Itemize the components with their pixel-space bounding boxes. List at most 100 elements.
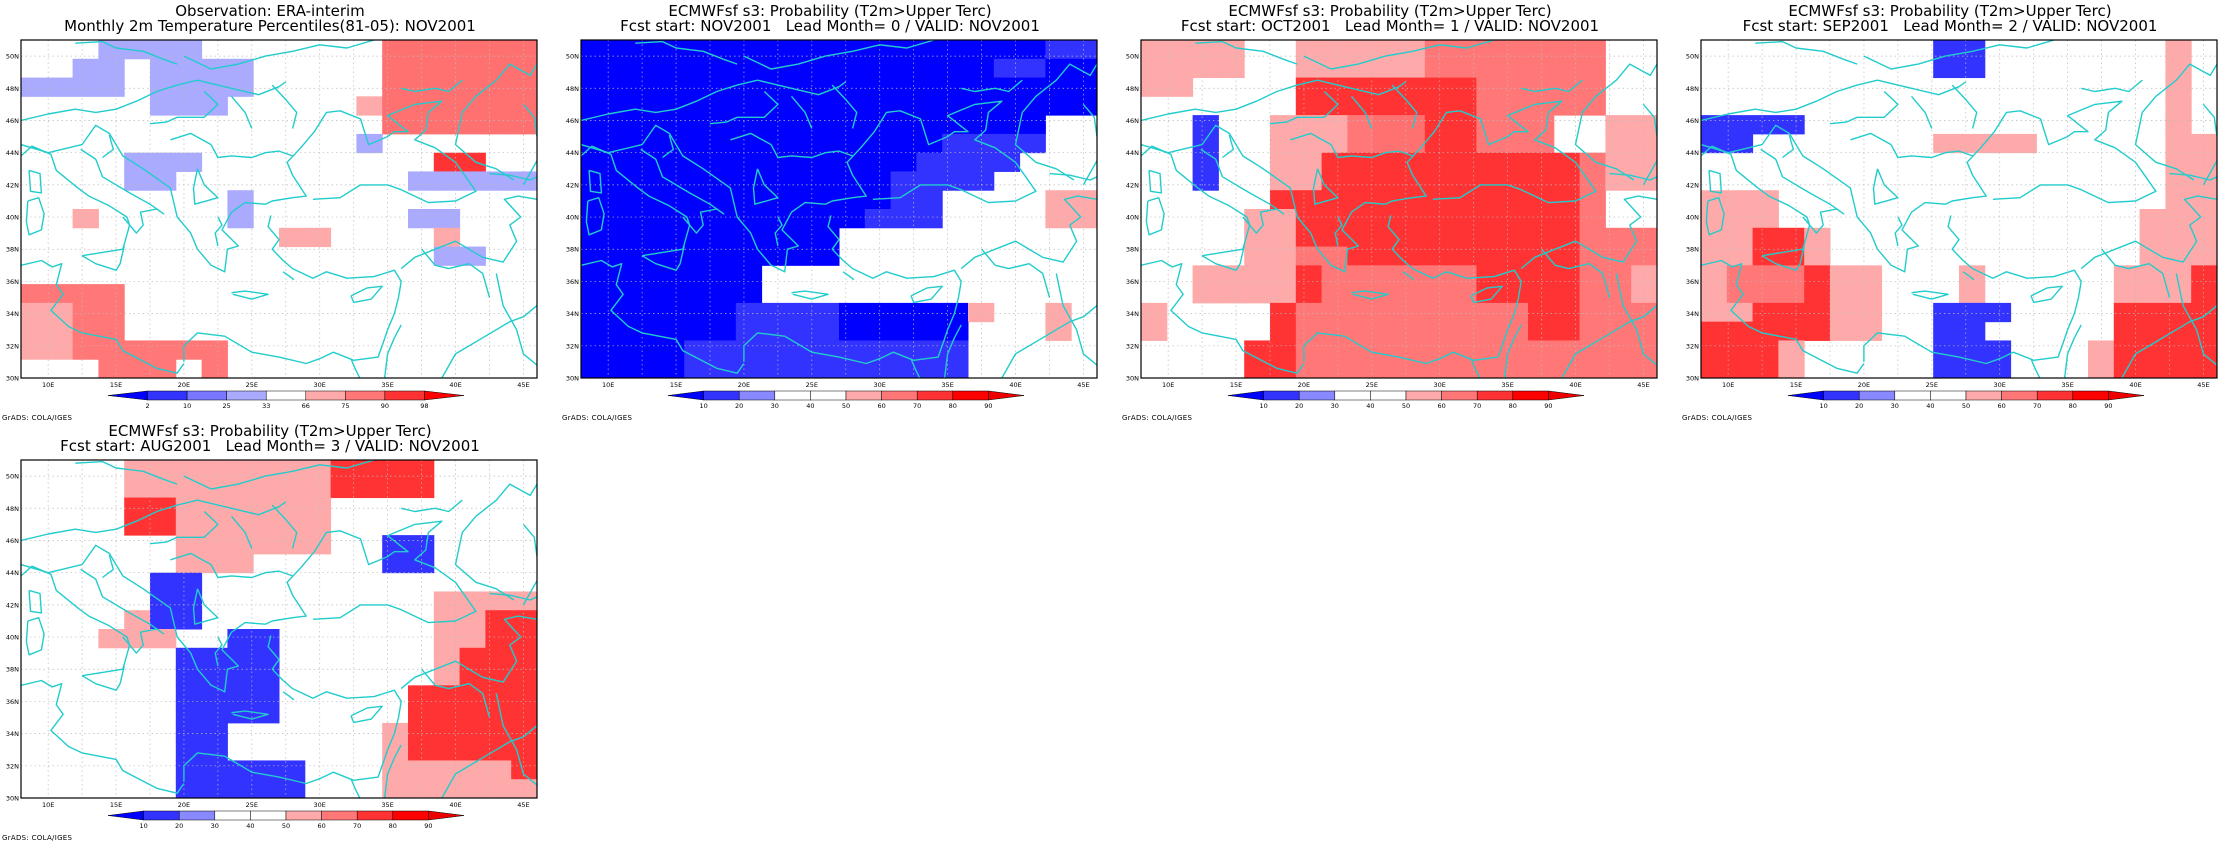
colorbar-label: 50 (1402, 402, 1410, 410)
field-cell (581, 302, 608, 323)
lon-label: 45E (517, 801, 529, 809)
field-cell (1804, 284, 1831, 304)
lat-label: 34N (6, 730, 19, 738)
field-cell (581, 321, 608, 341)
coastline (1470, 285, 1503, 304)
lat-label: 42N (1126, 181, 1139, 189)
field-cell (1631, 115, 1658, 135)
field-cell (968, 302, 995, 323)
field-cell (2165, 265, 2192, 285)
field-cell (150, 591, 177, 611)
field-cell (658, 265, 685, 285)
field-cell (735, 40, 763, 60)
coastline (1642, 103, 1657, 137)
colorbar-label: 80 (389, 822, 397, 830)
field-cell (968, 58, 995, 79)
coastline (21, 100, 477, 273)
field-cell (710, 227, 737, 248)
field-cell (485, 40, 512, 60)
field-cell (1933, 302, 1960, 323)
coastline (581, 100, 1037, 273)
field-cell (1933, 359, 1960, 379)
lat-label: 32N (6, 342, 19, 350)
colorbar-swatch (1512, 390, 1549, 401)
field-cell (1373, 209, 1400, 229)
colorbar-label: 10 (183, 402, 191, 410)
colorbar-label: 98 (420, 402, 428, 410)
field-cell (175, 741, 203, 761)
field-cell (1476, 115, 1503, 135)
field-cell (304, 516, 332, 536)
field-cell (72, 284, 99, 304)
field-cell (606, 77, 634, 97)
field-cell (1244, 359, 1271, 379)
field-cell (1553, 284, 1581, 304)
lat-label: 50N (1126, 53, 1139, 61)
field-cell (46, 340, 74, 360)
lat-label: 44N (1126, 149, 1139, 157)
field-cell (1752, 359, 1779, 379)
field-cell (1347, 359, 1374, 379)
field-cell (710, 359, 737, 379)
coastline (2030, 358, 2041, 378)
colorbar-swatch (186, 390, 227, 401)
coastline (21, 145, 131, 257)
field-cell (581, 152, 608, 172)
field-cell (124, 478, 151, 499)
coastline (522, 523, 537, 557)
colorbar-swatch (1405, 390, 1442, 401)
field-cell (1502, 265, 1529, 285)
field-cell (1701, 321, 1728, 341)
coastline (743, 215, 962, 365)
field-cell (1295, 152, 1323, 172)
colorbar-label: 80 (949, 402, 957, 410)
field-cell (735, 246, 763, 266)
field-cell (1476, 246, 1503, 266)
lat-label: 32N (6, 762, 19, 770)
coastline (774, 216, 783, 247)
field-cell (459, 629, 486, 649)
field-cell (1984, 133, 2012, 154)
field-cell (175, 516, 203, 536)
colorbar-swatch (952, 390, 989, 401)
colorbar-label: 20 (1855, 402, 1863, 410)
lat-label: 42N (6, 601, 19, 609)
field-cell (1752, 209, 1779, 229)
field-grid (21, 40, 538, 379)
field-cell (485, 77, 512, 97)
coastline (149, 90, 219, 125)
colorbar-swatch (1823, 390, 1860, 401)
field-cell (1045, 321, 1072, 341)
field-cell (942, 96, 969, 116)
field-cell (1476, 209, 1503, 229)
field-cell (684, 40, 711, 60)
field-cell (1373, 302, 1400, 323)
field-cell (890, 359, 917, 379)
field-cell (1019, 115, 1046, 135)
field-cell (1270, 115, 1297, 135)
field-cell (175, 460, 203, 480)
field-cell (1295, 171, 1323, 191)
lat-label: 32N (566, 342, 579, 350)
field-cell (433, 152, 461, 172)
field-cell (1778, 321, 1805, 341)
coastline (454, 483, 537, 601)
lon-label: 30E (1994, 381, 2006, 389)
field-cell (2191, 152, 2218, 172)
field-cell (684, 227, 711, 248)
field-cell (175, 685, 203, 705)
field-cell (890, 209, 917, 229)
field-cell (1424, 340, 1452, 360)
field-cell (1295, 77, 1323, 97)
field-cell (1192, 115, 1219, 135)
field-cell (408, 115, 435, 135)
colorbar-label: 80 (1509, 402, 1517, 410)
panel-lead0: ECMWFsf s3: Probability (T2m>Upper Terc)… (560, 0, 1100, 422)
lat-label: 48N (6, 85, 19, 93)
field-cell (1295, 284, 1323, 304)
field-cell (813, 171, 840, 191)
coastlines (21, 40, 537, 378)
field-cell (606, 227, 634, 248)
field-cell (2165, 227, 2192, 248)
coastline (1195, 40, 1298, 65)
